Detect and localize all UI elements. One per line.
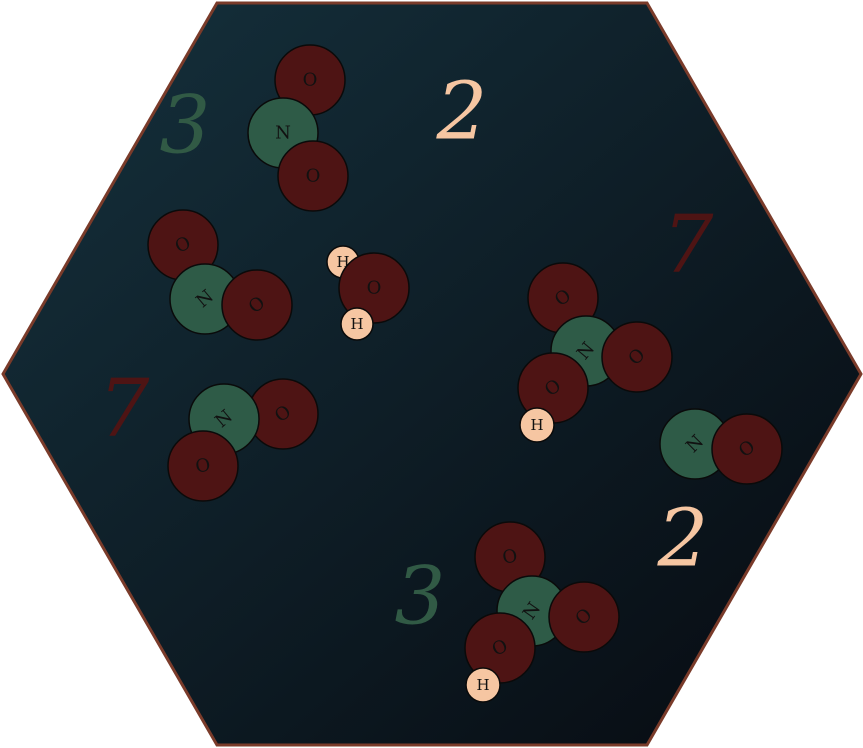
oxygen-atom: O bbox=[247, 378, 319, 450]
hydrogen-label: H bbox=[476, 676, 489, 694]
oxygen-circle bbox=[277, 140, 349, 212]
hydrogen-label: H bbox=[530, 416, 543, 434]
oxygen-circle bbox=[711, 413, 783, 485]
score-number-3: 7 bbox=[99, 362, 150, 455]
oxygen-atom: O bbox=[601, 321, 673, 393]
hydrogen-atom: H bbox=[519, 407, 555, 443]
nitrogen-label: N bbox=[275, 123, 291, 144]
score-number-4: 2 bbox=[657, 492, 709, 585]
oxygen-atom: O bbox=[274, 44, 346, 116]
oxygen-atom: O bbox=[517, 352, 589, 424]
oxygen-atom: O bbox=[464, 612, 536, 684]
oxygen-atom: O bbox=[167, 430, 239, 502]
hydrogen-circle bbox=[340, 307, 374, 341]
hydrogen-atom: H bbox=[465, 667, 501, 703]
nitrogen-atom: N bbox=[169, 263, 241, 335]
oxygen-circle bbox=[221, 269, 293, 341]
oxygen-atom: O bbox=[277, 140, 349, 212]
hydrogen-circle bbox=[519, 407, 555, 443]
hydrogen-label: H bbox=[350, 315, 363, 333]
score-number-0: 3 bbox=[160, 79, 211, 172]
score-number-5: 3 bbox=[395, 550, 446, 643]
score-number-2: 7 bbox=[663, 198, 714, 291]
oxygen-atom: O bbox=[147, 209, 219, 281]
score-number-1: 2 bbox=[436, 65, 488, 158]
molecule-h2o[interactable]: HOH bbox=[326, 245, 410, 341]
oxygen-label: O bbox=[367, 278, 382, 299]
oxygen-label: O bbox=[303, 70, 318, 91]
oxygen-circle bbox=[548, 581, 620, 653]
nitrogen-atom: N bbox=[659, 408, 731, 480]
oxygen-atom: O bbox=[711, 413, 783, 485]
oxygen-atom: O bbox=[548, 581, 620, 653]
oxygen-circle bbox=[601, 321, 673, 393]
hydrogen-atom: H bbox=[340, 307, 374, 341]
oxygen-atom: O bbox=[474, 521, 546, 593]
oxygen-atom: O bbox=[338, 252, 410, 324]
score-numbers: 3 2 7 7 2 3 bbox=[99, 65, 714, 643]
oxygen-label: O bbox=[306, 166, 321, 187]
oxygen-circle bbox=[338, 252, 410, 324]
hydrogen-circle bbox=[465, 667, 501, 703]
oxygen-atom: O bbox=[221, 269, 293, 341]
molecule-no2[interactable]: ONO bbox=[167, 378, 319, 502]
oxygen-label: O bbox=[501, 545, 519, 568]
oxygen-label: O bbox=[194, 454, 212, 477]
molecule-no2[interactable]: O N O bbox=[247, 44, 349, 212]
oxygen-circle bbox=[167, 430, 239, 502]
